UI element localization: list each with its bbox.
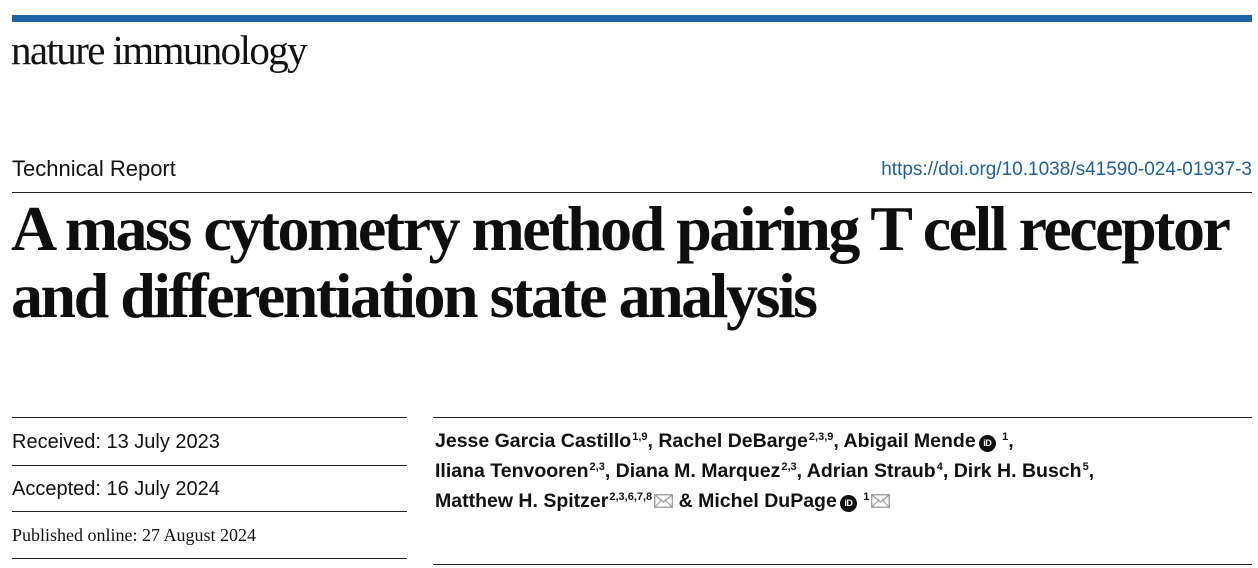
journal-name[interactable]: nature immunology [11,27,308,73]
author-item[interactable]: Michel DuPage iD 1 [698,490,891,512]
author-affiliation[interactable]: 2,3,6,7,8 [609,491,653,503]
dates-divider [12,558,407,559]
author-name[interactable]: Matthew H. Spitzer [435,490,609,512]
authors-divider [433,417,1252,418]
author-item[interactable]: Jesse Garcia Castillo1,9 [435,430,648,452]
author-affiliation[interactable]: 1,9 [632,431,648,443]
author-item[interactable]: Matthew H. Spitzer2,3,6,7,8 [435,490,674,512]
published-date: Published online: 27 August 2024 [12,525,257,545]
author-item[interactable]: Iliana Tenvooren2,3 [435,460,605,482]
author-affiliation[interactable]: 5 [1082,461,1089,473]
article-type: Technical Report [12,156,176,181]
author-name[interactable]: Dirk H. Busch [953,460,1082,482]
author-name[interactable]: Michel DuPage [698,490,837,512]
authors-divider [433,564,1252,565]
author-name[interactable]: Jesse Garcia Castillo [435,430,632,452]
author-affiliation[interactable]: 1 [863,491,870,503]
author-affiliation[interactable]: 1 [1002,431,1009,443]
orcid-icon[interactable]: iD [978,435,996,452]
author-line: Iliana Tenvooren2,3, Diana M. Marquez2,3… [435,460,1095,482]
author-name[interactable]: Diana M. Marquez [615,460,781,482]
received-date: Received: 13 July 2023 [12,431,220,453]
author-item[interactable]: Adrian Straub4 [807,460,943,482]
envelope-icon[interactable] [871,494,891,508]
envelope-icon[interactable] [654,494,674,508]
accepted-date: Accepted: 16 July 2024 [12,478,220,500]
author-list: Jesse Garcia Castillo1,9, Rachel DeBarge… [435,426,1215,516]
orcid-icon[interactable]: iD [839,495,857,512]
author-affiliation[interactable]: 4 [936,461,943,473]
author-name[interactable]: Adrian Straub [806,460,936,482]
dates-divider [12,417,407,418]
title-divider [12,192,1252,193]
author-affiliation[interactable]: 2,3 [781,461,797,473]
author-name[interactable]: Rachel DeBarge [658,430,808,452]
author-item[interactable]: Dirk H. Busch5 [954,460,1089,482]
journal-header-bar [12,15,1252,22]
article-title: A mass cytometry method pairing T cell r… [11,193,1230,331]
dates-divider [12,465,407,466]
author-line: Jesse Garcia Castillo1,9, Rachel DeBarge… [435,430,1014,452]
dates-divider [12,511,407,512]
author-affiliation[interactable]: 2,3 [589,461,605,473]
doi-link[interactable]: https://doi.org/10.1038/s41590-024-01937… [881,159,1252,180]
author-item[interactable]: Rachel DeBarge2,3,9 [658,430,833,452]
author-name[interactable]: Abigail Mende [843,430,976,452]
author-item[interactable]: Diana M. Marquez2,3 [616,460,797,482]
author-name[interactable]: Iliana Tenvooren [435,460,589,482]
author-affiliation[interactable]: 2,3,9 [808,431,834,443]
author-line: Matthew H. Spitzer2,3,6,7,8 & Michel DuP… [435,486,1215,516]
author-item[interactable]: Abigail Mende iD 1 [843,430,1009,452]
